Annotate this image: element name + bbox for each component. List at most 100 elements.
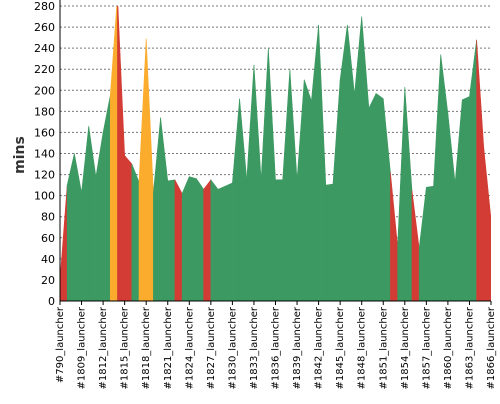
area-segment-success xyxy=(318,24,327,301)
y-axis: 0 20 40 60 80 100 120 140 160 180 200 220 240 260 280 xyxy=(34,0,61,308)
x-tick-label: #1821_launcher xyxy=(163,306,174,389)
y-tick-label: 0 xyxy=(48,295,55,308)
x-tick-label: #1839_launcher xyxy=(292,306,303,389)
x-tick-label: #1854_launcher xyxy=(400,306,411,389)
area-segment-success xyxy=(447,113,456,301)
x-tick-label: #1851_launcher xyxy=(378,306,389,389)
area-segment-success xyxy=(469,39,477,301)
area-segment-success xyxy=(382,98,391,301)
area-segment-failure xyxy=(60,185,68,301)
area-segment-failure xyxy=(411,190,420,301)
y-tick-label: 60 xyxy=(41,232,55,245)
x-tick-label: #1845_launcher xyxy=(335,306,346,389)
area-segment-success xyxy=(454,99,463,301)
x-tick-label: #1863_launcher xyxy=(464,306,475,389)
area-segment-success xyxy=(88,126,97,301)
area-segment-success xyxy=(368,93,377,301)
area-segment-success xyxy=(461,96,470,301)
x-tick-label: #1860_launcher xyxy=(443,306,454,389)
x-tick-label: #1815_launcher xyxy=(120,306,131,389)
area-segment-failure xyxy=(483,148,491,301)
area-segment-success xyxy=(160,117,169,301)
area-segment-success xyxy=(131,163,140,301)
area-segment-success xyxy=(224,182,233,301)
x-tick-label: #1818_launcher xyxy=(141,306,152,389)
x-tick-label: #1842_launcher xyxy=(314,306,325,389)
x-tick-label: #1812_launcher xyxy=(98,306,109,389)
area-segment-success xyxy=(167,179,176,301)
area-segment-failure xyxy=(203,178,212,301)
area-segment-success xyxy=(418,187,427,301)
area-segment-success xyxy=(217,185,226,301)
area-segment-failure xyxy=(117,6,125,301)
x-tick-label: #1830_launcher xyxy=(227,306,238,389)
area-segment-success xyxy=(296,79,305,301)
y-tick-label: 40 xyxy=(41,253,55,266)
y-tick-label: 140 xyxy=(34,148,55,161)
area-segment-success xyxy=(153,117,161,301)
area-segment-unstable xyxy=(145,38,154,301)
area-segment-success xyxy=(239,98,248,301)
y-tick-label: 220 xyxy=(34,63,55,76)
x-tick-label: #1848_launcher xyxy=(357,306,368,389)
y-tick-label: 180 xyxy=(34,105,55,118)
x-tick-label: #790_launcher xyxy=(55,306,66,383)
area-segment-success xyxy=(102,95,111,301)
area-segment-success xyxy=(95,132,104,301)
y-tick-label: 20 xyxy=(41,274,55,287)
y-tick-label: 120 xyxy=(34,169,55,182)
area-series xyxy=(60,6,491,301)
y-tick-label: 200 xyxy=(34,84,55,97)
x-tick-label: #1857_launcher xyxy=(421,306,432,389)
x-tick-label: #1866_launcher xyxy=(486,306,497,389)
area-segment-success xyxy=(210,178,219,301)
area-segment-success xyxy=(325,183,334,301)
y-tick-label: 280 xyxy=(34,0,55,13)
area-segment-failure xyxy=(476,39,485,301)
area-segment-success xyxy=(253,64,262,301)
area-segment-success xyxy=(375,92,384,301)
y-tick-label: 240 xyxy=(34,42,55,55)
area-segment-success xyxy=(311,24,319,301)
area-segment-success xyxy=(189,176,197,301)
area-segment-success xyxy=(232,98,240,301)
area-segment-success xyxy=(275,179,283,301)
area-segment-unstable xyxy=(138,38,147,301)
x-tick-label: #1824_launcher xyxy=(184,306,195,389)
area-segment-success xyxy=(181,176,190,301)
area-segment-success xyxy=(397,87,406,301)
area-segment-failure xyxy=(124,154,133,301)
area-segment-success xyxy=(347,24,355,301)
x-tick-label: #1833_launcher xyxy=(249,306,260,389)
area-segment-success xyxy=(289,69,298,301)
y-tick-label: 80 xyxy=(41,211,55,224)
x-axis: #790_launcher #1809_launcher #1812_launche… xyxy=(55,300,497,390)
area-segment-success xyxy=(74,153,82,301)
area-segment-success xyxy=(66,153,75,301)
area-segment-success xyxy=(433,54,442,301)
y-tick-label: 160 xyxy=(34,126,55,139)
area-segment-success xyxy=(282,69,291,301)
area-segment-success xyxy=(246,64,255,301)
area-segment-failure xyxy=(174,179,183,301)
area-segment-success xyxy=(260,48,269,301)
area-segment-success xyxy=(268,48,276,301)
y-tick-label: 100 xyxy=(34,190,55,203)
area-segment-success xyxy=(426,185,434,301)
area-segment-failure xyxy=(390,172,398,301)
x-tick-label: #1836_launcher xyxy=(271,306,282,389)
x-tick-label: #1809_launcher xyxy=(77,306,88,389)
area-segment-unstable xyxy=(109,6,118,301)
y-axis-title: mins xyxy=(12,136,28,174)
y-tick-label: 260 xyxy=(34,21,55,34)
area-segment-success xyxy=(354,16,362,301)
area-segment-success xyxy=(361,16,370,301)
area-segment-success xyxy=(303,79,312,301)
area-segment-success xyxy=(196,177,204,301)
x-tick-label: #1827_launcher xyxy=(206,306,217,389)
area-segment-success xyxy=(440,54,449,301)
area-segment-success xyxy=(339,24,348,301)
area-segment-success xyxy=(332,79,341,301)
